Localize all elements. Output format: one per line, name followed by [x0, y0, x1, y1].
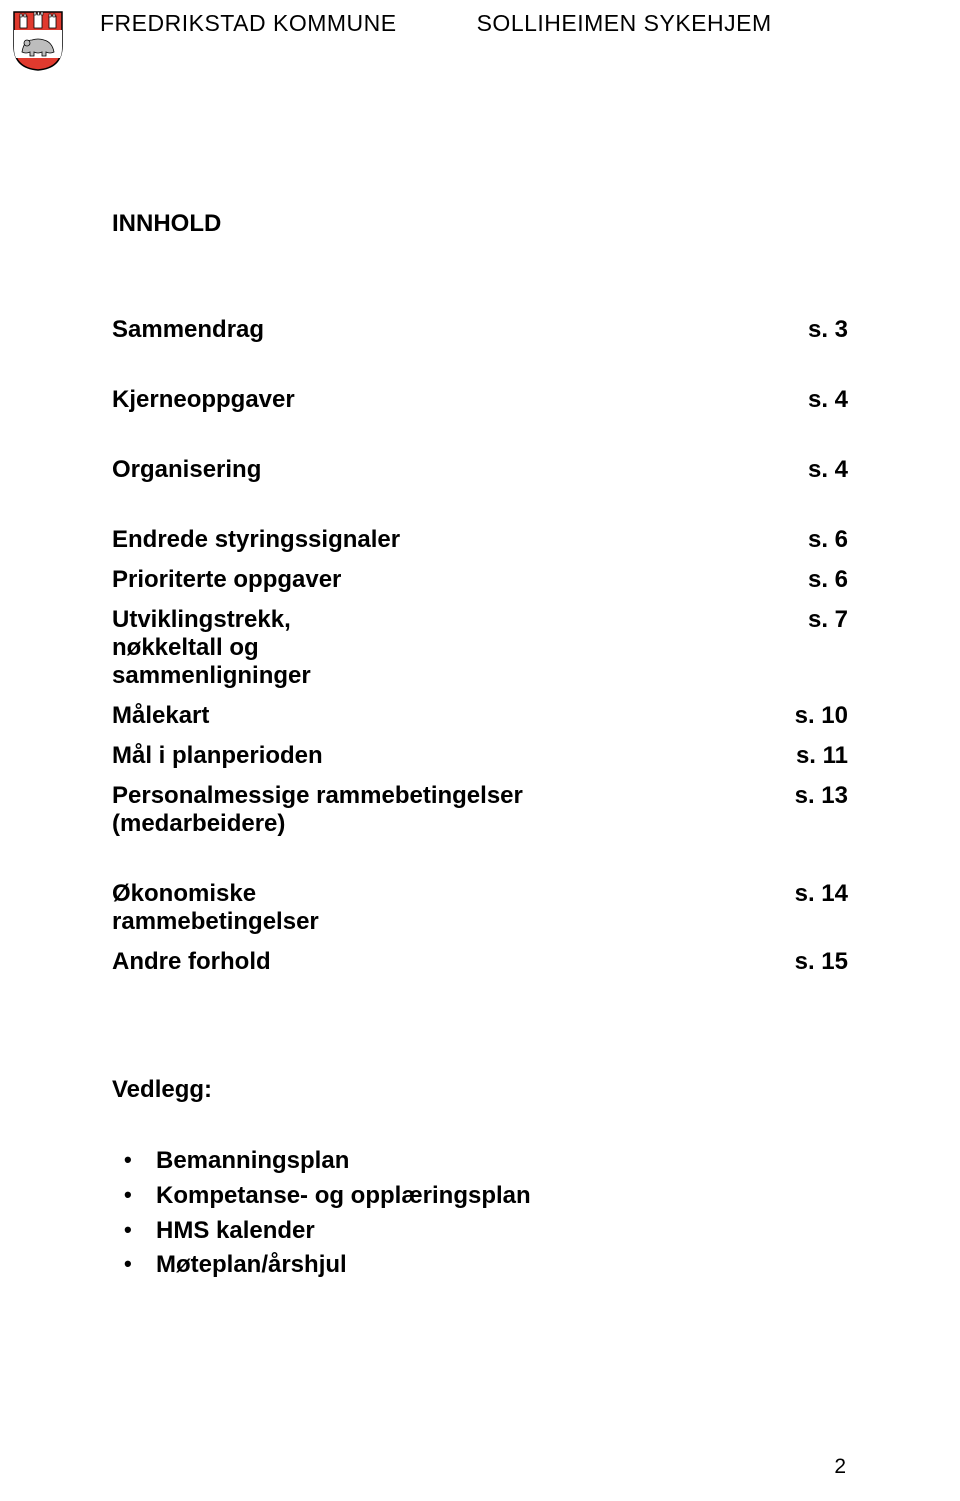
toc-row: Mål i planperioden s. 11 [112, 742, 848, 770]
page-title: INNHOLD [112, 210, 848, 238]
attachment-item: HMS kalender [156, 1214, 848, 1249]
toc-page-ref: s. 4 [808, 456, 848, 484]
spacer [112, 350, 848, 386]
attachments-list: BemanningsplanKompetanse- og opplæringsp… [112, 1144, 848, 1283]
toc-label: Organisering [112, 456, 261, 484]
spacer [112, 844, 848, 880]
table-of-contents: Sammendrags. 3Kjerneoppgavers. 4Organise… [112, 316, 848, 976]
header-facility-name: SOLLIHEIMEN SYKEHJEM [477, 10, 772, 37]
toc-page-ref: s. 10 [795, 702, 848, 730]
toc-page-ref: s. 11 [796, 742, 848, 770]
toc-row: Personalmessige rammebetingelser (medarb… [112, 782, 848, 838]
toc-row: Målekart s. 10 [112, 702, 848, 730]
toc-page-ref: s. 15 [795, 948, 848, 976]
toc-label: Økonomiske rammebetingelser [112, 880, 319, 936]
toc-page-ref: s. 6 [808, 526, 848, 554]
toc-row: Økonomiske rammebetingelser s. 14 [112, 880, 848, 936]
attachment-item: Møteplan/årshjul [156, 1248, 848, 1283]
toc-row: Sammendrag s. 3 [112, 316, 848, 344]
toc-page-ref: s. 13 [795, 782, 848, 838]
toc-label: Mål i planperioden [112, 742, 323, 770]
toc-label: Andre forhold [112, 948, 271, 976]
attachments-section: Vedlegg: BemanningsplanKompetanse- og op… [112, 1076, 848, 1283]
toc-label: Utviklingstrekk, nøkkeltall og sammenlig… [112, 606, 311, 690]
toc-label: Målekart [112, 702, 209, 730]
toc-label: Endrede styringssignaler [112, 526, 400, 554]
toc-row: Prioriterte oppgaver s. 6 [112, 566, 848, 594]
page-header: FREDRIKSTAD KOMMUNE SOLLIHEIMEN SYKEHJEM [0, 8, 960, 72]
toc-row: Organisering s. 4 [112, 456, 848, 484]
page-number: 2 [834, 1455, 846, 1479]
attachments-title: Vedlegg: [112, 1076, 848, 1104]
toc-page-ref: s. 4 [808, 386, 848, 414]
municipal-crest-icon [12, 10, 64, 72]
attachment-item: Kompetanse- og opplæringsplan [156, 1179, 848, 1214]
toc-row: Andre forhold s. 15 [112, 948, 848, 976]
header-org-name: FREDRIKSTAD KOMMUNE [100, 10, 397, 37]
toc-label: Personalmessige rammebetingelser (medarb… [112, 782, 672, 838]
toc-row: Endrede styringssignaler s. 6 [112, 526, 848, 554]
document-page: FREDRIKSTAD KOMMUNE SOLLIHEIMEN SYKEHJEM… [0, 0, 960, 1501]
toc-page-ref: s. 14 [795, 880, 848, 936]
toc-label: Sammendrag [112, 316, 264, 344]
toc-page-ref: s. 6 [808, 566, 848, 594]
spacer [112, 490, 848, 526]
toc-page-ref: s. 7 [808, 606, 848, 690]
spacer [112, 420, 848, 456]
toc-row: Kjerneoppgaver s. 4 [112, 386, 848, 414]
toc-label: Prioriterte oppgaver [112, 566, 341, 594]
toc-row: Utviklingstrekk, nøkkeltall og sammenlig… [112, 606, 848, 690]
toc-page-ref: s. 3 [808, 316, 848, 344]
toc-label: Kjerneoppgaver [112, 386, 295, 414]
page-content: INNHOLD Sammendrag s. 3 Kjerneoppgaver s. 4… [112, 210, 848, 1283]
attachment-item: Bemanningsplan [156, 1144, 848, 1179]
